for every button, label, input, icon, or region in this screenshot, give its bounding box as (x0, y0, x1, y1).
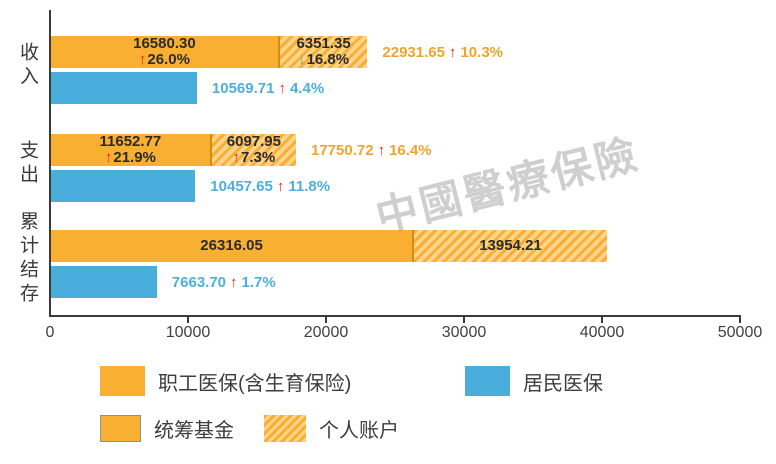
x-tick-label: 0 (45, 324, 55, 341)
legend-item-personal-account: 个人账户 (264, 414, 399, 443)
income-resident-label: 10569.71 ↑ 4.4% (211, 79, 325, 97)
income-personal-segment: 6351.35 ↓ 16.8% (279, 35, 368, 68)
balance-personal-label: 13954.21 (479, 237, 542, 254)
x-tick (187, 317, 189, 323)
balance-employee-bar: 26316.05 13954.21 (51, 230, 607, 262)
x-tick-label: 40000 (579, 324, 625, 341)
x-axis-line (49, 315, 741, 317)
up-arrow-icon: ↑ (104, 149, 113, 166)
expense-employee-bar: 11652.77 ↑ 21.9% 6097.95 ↑ 7.3% 17750.72 ↑… (51, 134, 432, 166)
expense-total-label: 17750.72 ↑ 16.4% (310, 141, 432, 159)
orange-solid-swatch-icon (100, 366, 145, 396)
category-label-income: 收入 (17, 42, 38, 90)
up-arrow-icon: ↑ (448, 43, 457, 61)
x-tick (601, 317, 603, 323)
x-tick (325, 317, 327, 323)
legend-item-employee: 职工医保(含生育保险) (100, 366, 351, 396)
x-tick (463, 317, 465, 323)
category-label-balance: 累计结存 (17, 211, 38, 307)
down-arrow-icon: ↓ (298, 51, 306, 68)
up-arrow-icon: ↑ (276, 177, 285, 195)
up-arrow-icon: ↑ (138, 51, 147, 68)
balance-personal-segment: 13954.21 (414, 230, 607, 262)
x-tick-label: 10000 (165, 324, 211, 341)
income-total-label: 22931.65 ↑ 10.3% (382, 43, 504, 61)
expense-resident-bar: 10457.65 ↑ 11.8% (51, 170, 330, 202)
income-resident-segment (51, 72, 197, 104)
x-tick-label: 30000 (441, 324, 487, 341)
expense-pooled-segment: 11652.77 ↑ 21.9% (51, 134, 212, 166)
x-tick-label: 20000 (303, 324, 349, 341)
legend-label: 居民医保 (523, 372, 603, 395)
orange-bordered-swatch-icon (100, 415, 141, 442)
up-arrow-icon: ↑ (278, 79, 286, 97)
expense-resident-segment (51, 170, 196, 202)
blue-solid-swatch-icon (465, 366, 510, 396)
legend-label: 个人账户 (319, 420, 399, 442)
legend-label: 职工医保(含生育保险) (158, 372, 352, 395)
up-arrow-icon: ↑ (377, 141, 386, 159)
income-resident-bar: 10569.71 ↑ 4.4% (51, 72, 324, 104)
expense-personal-label: 6097.95 ↑ 7.3% (226, 133, 281, 166)
legend-label: 统筹基金 (154, 420, 234, 442)
income-employee-bar: 16580.30 ↑ 26.0% 6351.35 ↓ 16.8% 22931.65 … (51, 36, 503, 68)
x-tick (739, 317, 741, 323)
orange-hatched-swatch-icon (264, 415, 306, 442)
income-pooled-label: 16580.30 ↑ 26.0% (133, 35, 196, 68)
expense-personal-segment: 6097.95 ↑ 7.3% (211, 133, 296, 166)
balance-resident-label: 7663.70 ↑ 1.7% (171, 273, 276, 291)
balance-resident-segment (51, 266, 157, 298)
expense-pooled-label: 11652.77 ↑ 21.9% (99, 133, 162, 166)
legend-item-pooled-fund: 统筹基金 (100, 414, 234, 443)
expense-resident-label: 10457.65 ↑ 11.8% (210, 177, 331, 195)
category-label-expense: 支出 (17, 140, 38, 188)
balance-pooled-segment: 26316.05 (51, 230, 415, 262)
income-personal-label: 6351.35 ↓ 16.8% (296, 35, 351, 68)
x-tick-label: 50000 (717, 324, 763, 341)
balance-resident-bar: 7663.70 ↑ 1.7% (51, 266, 276, 298)
income-pooled-segment: 16580.30 ↑ 26.0% (51, 36, 280, 68)
up-arrow-icon: ↑ (230, 273, 238, 291)
balance-pooled-label: 26316.05 (200, 237, 263, 254)
up-arrow-icon: ↑ (232, 149, 241, 166)
y-axis-line (49, 10, 51, 317)
legend-item-resident: 居民医保 (465, 366, 603, 396)
